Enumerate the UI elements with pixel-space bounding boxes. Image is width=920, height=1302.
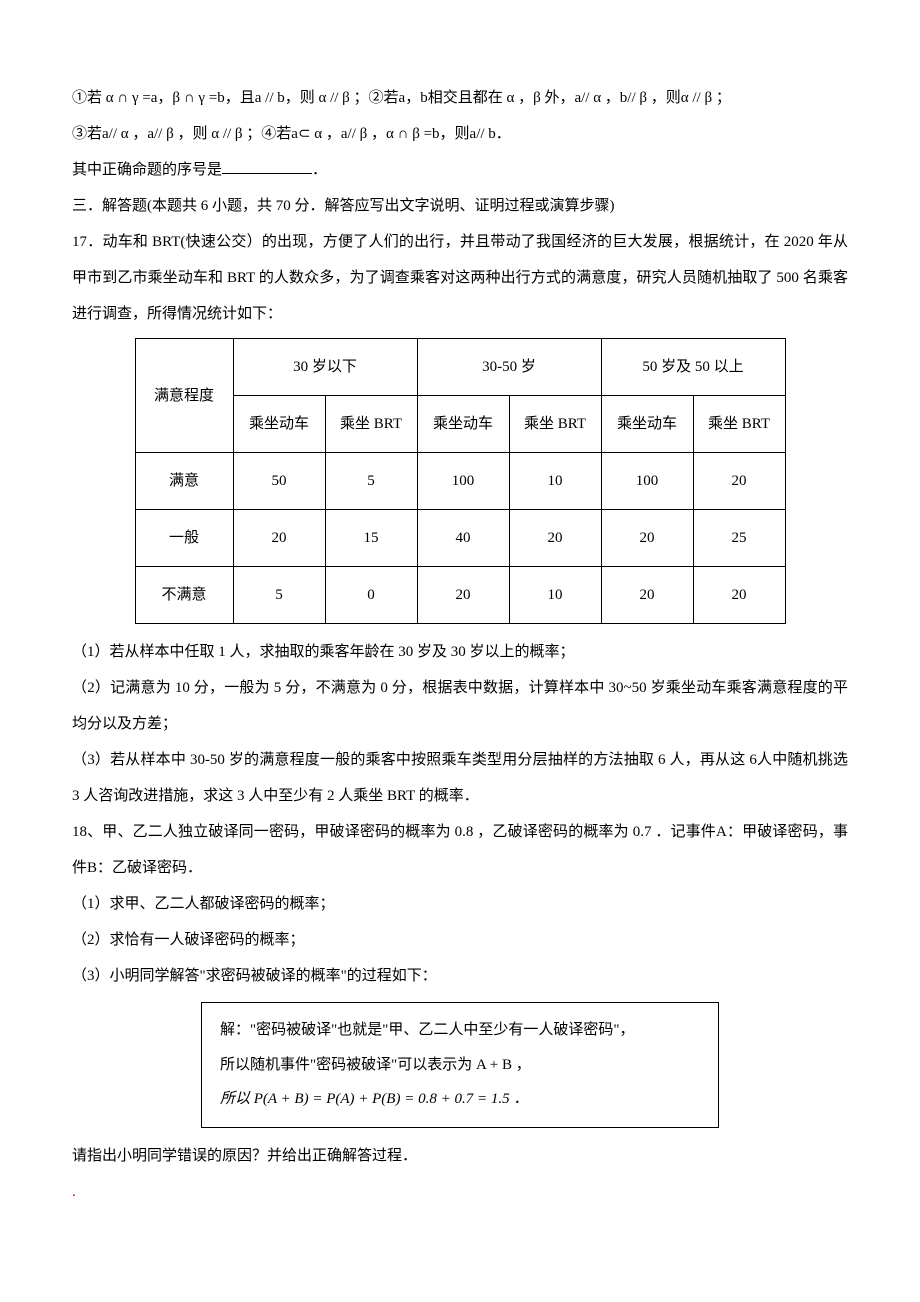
- question-17-3: （3）若从样本中 30-50 岁的满意程度一般的乘客中按照乘车类型用分层抽样的方…: [72, 742, 848, 814]
- col-under30: 30 岁以下: [233, 339, 417, 396]
- fill-prefix: 其中正确命题的序号是: [72, 162, 222, 178]
- question-18-2: （2）求恰有一人破译密码的概率；: [72, 922, 848, 958]
- question-17-2: （2）记满意为 10 分，一般为 5 分，不满意为 0 分，根据表中数据，计算样…: [72, 670, 848, 742]
- paragraph-prop1-2: ①若 α ∩ γ =a，β ∩ γ =b，且a // b，则 α // β ；②…: [72, 80, 848, 116]
- box-line-3: 所以 P(A + B) = P(A) + P(B) = 0.8 + 0.7 = …: [220, 1082, 700, 1117]
- question-18-followup: 请指出小明同学错误的原因？并给出正确解答过程．: [72, 1138, 848, 1174]
- question-17-1: （1）若从样本中任取 1 人，求抽取的乘客年龄在 30 岁及 30 岁以上的概率…: [72, 634, 848, 670]
- sub-train: 乘坐动车: [417, 396, 509, 453]
- sub-brt: 乘坐 BRT: [325, 396, 417, 453]
- col-over50: 50 岁及 50 以上: [601, 339, 785, 396]
- box-line-1: 解："密码被破译"也就是"甲、乙二人中至少有一人破译密码"，: [220, 1013, 700, 1048]
- table-header-row2: 乘坐动车 乘坐 BRT 乘坐动车 乘坐 BRT 乘坐动车 乘坐 BRT: [135, 396, 785, 453]
- col-satisfaction: 满意程度: [135, 339, 233, 453]
- sub-brt: 乘坐 BRT: [509, 396, 601, 453]
- paragraph-fill-in: 其中正确命题的序号是 ．: [72, 152, 848, 188]
- table-row: 一般 20 15 40 20 20 25: [135, 510, 785, 567]
- red-dot-marker: .: [72, 1174, 848, 1210]
- paragraph-prop3-4: ③若a// α ，a// β ，则 α // β ；④若a⊂ α ，a// β …: [72, 116, 848, 152]
- solution-box: 解："密码被破译"也就是"甲、乙二人中至少有一人破译密码"， 所以随机事件"密码…: [201, 1002, 719, 1128]
- survey-table: 满意程度 30 岁以下 30-50 岁 50 岁及 50 以上 乘坐动车 乘坐 …: [135, 338, 786, 624]
- table-row: 满意 50 5 100 10 100 20: [135, 453, 785, 510]
- sub-train: 乘坐动车: [233, 396, 325, 453]
- fill-suffix: ．: [312, 162, 327, 178]
- answer-blank[interactable]: [222, 158, 312, 174]
- question-17-stem: 17．动车和 BRT(快速公交）的出现，方便了人们的出行，并且带动了我国经济的巨…: [72, 224, 848, 332]
- box-line-2: 所以随机事件"密码被破译"可以表示为 A + B ，: [220, 1048, 700, 1083]
- question-18-stem: 18、甲、乙二人独立破译同一密码，甲破译密码的概率为 0.8 ，乙破译密码的概率…: [72, 814, 848, 886]
- question-18-3: （3）小明同学解答"求密码被破译的概率"的过程如下：: [72, 958, 848, 994]
- sub-brt: 乘坐 BRT: [693, 396, 785, 453]
- col-30to50: 30-50 岁: [417, 339, 601, 396]
- question-18-1: （1）求甲、乙二人都破译密码的概率；: [72, 886, 848, 922]
- sub-train: 乘坐动车: [601, 396, 693, 453]
- section-heading-3: 三．解答题(本题共 6 小题，共 70 分．解答应写出文字说明、证明过程或演算步…: [72, 188, 848, 224]
- table-row: 不满意 5 0 20 10 20 20: [135, 567, 785, 624]
- table-header-row1: 满意程度 30 岁以下 30-50 岁 50 岁及 50 以上: [135, 339, 785, 396]
